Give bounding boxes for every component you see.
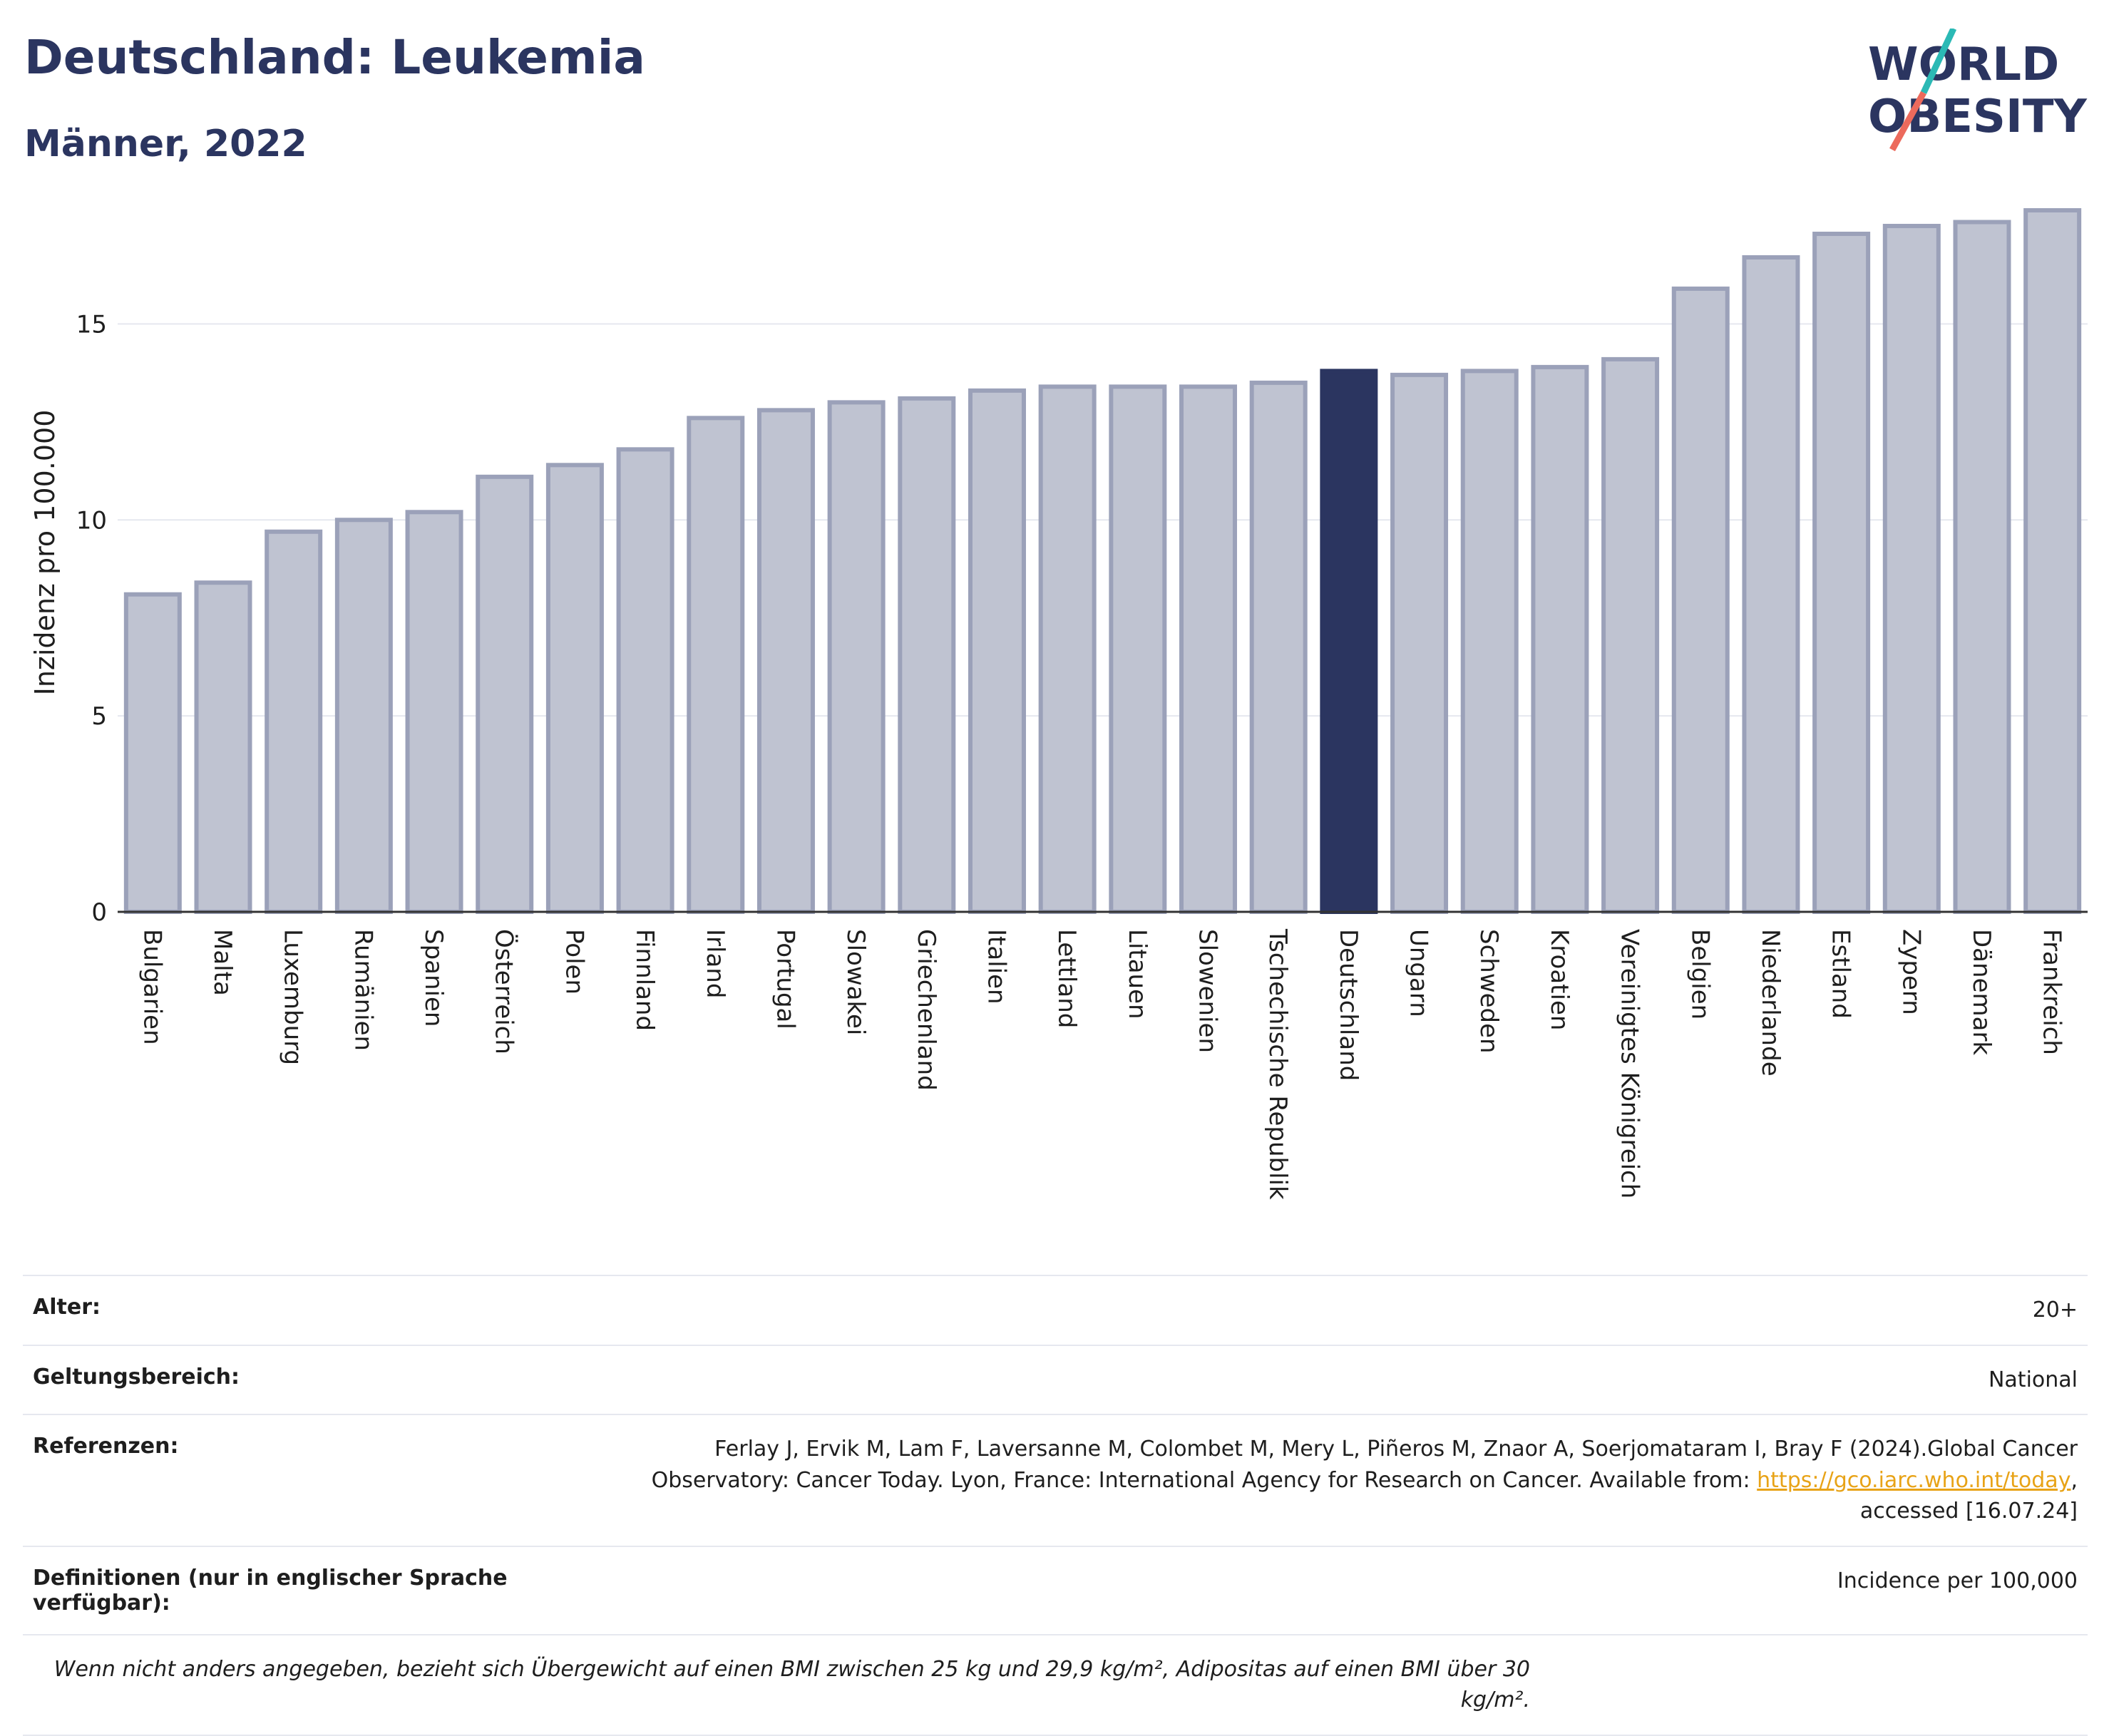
x-tick-label: Luxemburg: [279, 929, 307, 1065]
x-tick-label: Slowenien: [1194, 929, 1222, 1053]
bar-bulgarien: [123, 592, 182, 914]
references-value: Ferlay J, Ervik M, Lam F, Laversanne M, …: [580, 1434, 2078, 1527]
info-row-age: Alter: 20+: [23, 1275, 2088, 1345]
bar-litauen: [1109, 384, 1167, 914]
bar-kroatien: [1531, 364, 1589, 914]
bar-schweden: [1460, 369, 1519, 914]
y-axis-label: Inzidenz pro 100.000: [29, 410, 61, 696]
x-axis-labels: Bulgarien Malta Luxemburg Rumänien Spanien Ös…: [138, 928, 2066, 1200]
bar-chart: 0 5 10 15 Bulgarien Malta Luxemburg Rumänien Sp…: [29, 207, 2088, 1200]
bar-tschechische-republik: [1249, 380, 1308, 914]
logo-line1: WORLD: [1868, 38, 2059, 91]
x-tick-label: Italien: [982, 929, 1010, 1005]
x-tick-label: Dänemark: [1967, 929, 1996, 1055]
x-tick-label: Rumänien: [349, 929, 377, 1051]
x-tick-label: Bulgarien: [138, 929, 166, 1045]
info-row-definitions: Definitionen (nur in englischer Sprache …: [23, 1545, 2088, 1634]
x-tick-label: Vereinigtes Königreich: [1616, 929, 1644, 1198]
x-tick-label: Griechenland: [912, 929, 940, 1091]
bar-österreich: [476, 474, 534, 914]
references-label: Referenzen:: [33, 1434, 179, 1459]
x-tick-label: Slowakei: [841, 929, 870, 1035]
bar-griechenland: [898, 396, 956, 914]
bar-malta: [194, 580, 252, 915]
y-tick-label: 5: [91, 702, 107, 731]
x-tick-label: Portugal: [771, 929, 799, 1029]
x-tick-label: Frankreich: [2038, 929, 2066, 1055]
references-text: Ferlay J, Ervik M, Lam F, Laversanne M, …: [651, 1437, 2078, 1493]
x-tick-label: Lettland: [1052, 929, 1081, 1028]
bars: [123, 207, 2082, 915]
x-tick-label: Niederlande: [1756, 929, 1785, 1077]
bar-niederlande: [1742, 255, 1800, 914]
y-tick-label: 0: [91, 898, 107, 927]
y-tick-label: 15: [76, 310, 107, 339]
references-accessed: , accessed [16.07.24]: [1859, 1467, 2078, 1524]
x-tick-label: Deutschland: [1334, 929, 1363, 1081]
definitions-label: Definitionen (nur in englischer Sprache …: [33, 1565, 508, 1616]
bar-ungarn: [1390, 372, 1449, 914]
bar-frankreich: [2023, 207, 2082, 915]
x-tick-label: Zypern: [1897, 929, 1925, 1015]
bar-rumänien: [334, 518, 393, 914]
bar-lettland: [1038, 384, 1097, 914]
x-tick-label: Estland: [1827, 929, 1855, 1019]
bar-portugal: [756, 408, 815, 914]
x-tick-label: Malta: [208, 929, 237, 996]
x-tick-label: Österreich: [490, 929, 519, 1054]
x-tick-label: Polen: [560, 929, 588, 995]
bar-deutschland: [1320, 369, 1378, 914]
y-tick-label: 10: [76, 506, 107, 535]
bar-italien: [968, 388, 1026, 914]
logo-line2: OBESITY: [1868, 91, 2087, 143]
age-value: 20+: [2032, 1298, 2078, 1322]
bar-zypern: [1882, 223, 1941, 914]
definitions-value: Incidence per 100,000: [1837, 1568, 2078, 1593]
references-link[interactable]: https://gco.iarc.who.int/today: [1757, 1467, 2071, 1493]
x-tick-label: Kroatien: [1545, 929, 1574, 1030]
y-axis-ticks: 0 5 10 15: [76, 310, 107, 927]
x-tick-label: Ungarn: [1405, 929, 1433, 1017]
bar-finnland: [616, 447, 674, 914]
scope-value: National: [1988, 1367, 2078, 1392]
logo-slash-coral: [1889, 91, 1926, 152]
x-tick-label: Litauen: [1123, 929, 1151, 1019]
bar-polen: [545, 463, 604, 914]
bar-slowenien: [1179, 384, 1238, 914]
info-row-note: Wenn nicht anders angegeben, bezieht sic…: [23, 1633, 2088, 1736]
x-tick-label: Finnland: [630, 929, 659, 1031]
info-table: Alter: 20+ Geltungsbereich: National Ref…: [23, 1275, 2088, 1736]
bar-estland: [1812, 231, 1871, 914]
bmi-note: Wenn nicht anders angegeben, bezieht sic…: [53, 1656, 1530, 1713]
bar-irland: [687, 416, 745, 914]
bar-spanien: [405, 510, 463, 914]
logo-slash-teal: [1920, 29, 1957, 94]
page-subtitle: Männer, 2022: [24, 123, 307, 165]
scope-label: Geltungsbereich:: [33, 1364, 240, 1390]
x-tick-label: Spanien: [419, 929, 448, 1027]
bar-dänemark: [1953, 220, 2011, 915]
info-row-scope: Geltungsbereich: National: [23, 1344, 2088, 1414]
x-tick-label: Irland: [701, 929, 729, 998]
world-obesity-logo: WORLD OBESITY: [1868, 29, 2087, 152]
x-tick-label: Tschechische Republik: [1263, 928, 1292, 1200]
age-label: Alter:: [33, 1295, 101, 1320]
bar-luxemburg: [265, 529, 323, 914]
bar-vereinigtes-königreich: [1601, 356, 1660, 914]
x-tick-label: Belgien: [1685, 929, 1714, 1019]
info-row-references: Referenzen: Ferlay J, Ervik M, Lam F, La…: [23, 1414, 2088, 1546]
bar-slowakei: [827, 400, 886, 914]
page-title: Deutschland: Leukemia: [24, 30, 645, 85]
x-tick-label: Schweden: [1474, 929, 1503, 1054]
bar-belgien: [1671, 286, 1730, 914]
